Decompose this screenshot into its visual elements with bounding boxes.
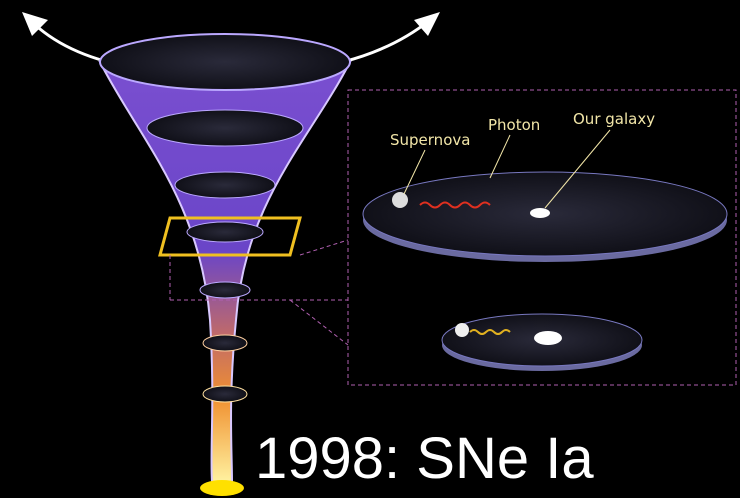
photon-path bbox=[469, 329, 511, 335]
label: Our galaxy bbox=[573, 110, 655, 128]
arrow-head bbox=[414, 12, 440, 36]
label: Supernova bbox=[390, 131, 470, 149]
highlight bbox=[158, 216, 302, 257]
pointer-lines bbox=[403, 129, 611, 209]
slice bbox=[146, 109, 304, 147]
our-galaxy bbox=[530, 208, 550, 218]
slice bbox=[202, 334, 248, 352]
slice bbox=[174, 171, 276, 199]
our-galaxy bbox=[534, 331, 562, 345]
caption: 1998: SNe Ia bbox=[255, 426, 594, 491]
label: Photon bbox=[488, 116, 540, 134]
slice bbox=[202, 385, 248, 403]
slice bbox=[99, 33, 351, 91]
slice bbox=[199, 281, 251, 299]
slice bbox=[186, 221, 264, 243]
supernova bbox=[455, 323, 469, 337]
photon-path bbox=[419, 201, 491, 209]
base bbox=[200, 480, 244, 496]
arrow-head bbox=[22, 12, 48, 36]
supernova bbox=[392, 192, 408, 208]
zoom-box bbox=[169, 89, 737, 386]
